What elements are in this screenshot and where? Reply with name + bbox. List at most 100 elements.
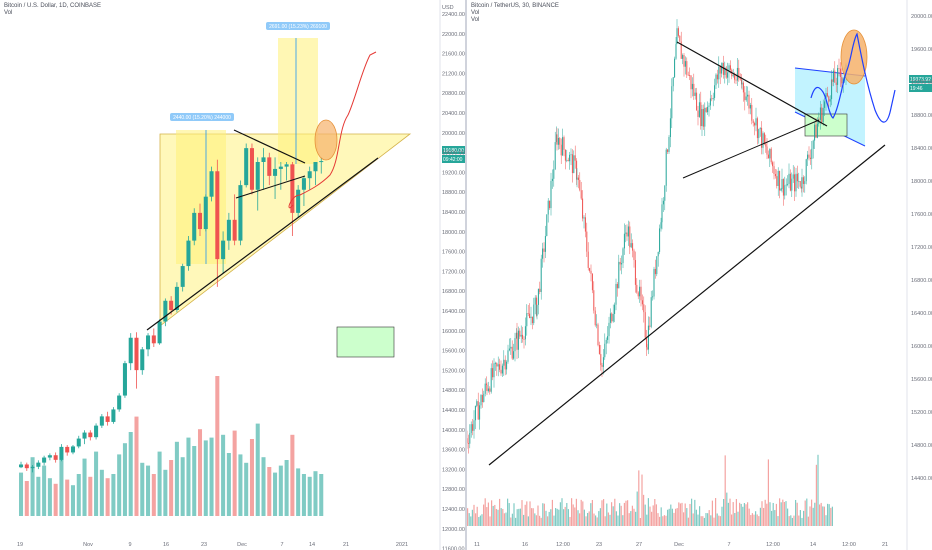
right-volume-bar xyxy=(603,499,605,526)
right-candle-body xyxy=(546,214,548,237)
right-candle-body xyxy=(640,286,642,301)
left-volume-bar xyxy=(249,439,254,516)
left-volume-bar xyxy=(232,430,237,516)
right-candle-body xyxy=(702,108,704,127)
right-volume-bar xyxy=(564,506,566,526)
right-candle-body xyxy=(762,133,764,148)
right-candle-body xyxy=(765,143,767,147)
left-candle-body xyxy=(319,161,324,163)
right-volume-bar xyxy=(630,511,632,526)
right-volume-bar xyxy=(710,515,712,526)
right-volume-bar xyxy=(491,500,493,526)
right-resistance-trendline xyxy=(676,41,828,127)
left-y-tick: 12400.00 xyxy=(442,507,465,513)
right-candle-body xyxy=(560,144,562,156)
left-x-tick: 19 xyxy=(17,542,23,548)
right-candle-body xyxy=(839,68,841,77)
right-candle-body xyxy=(557,137,559,145)
left-candle-body xyxy=(301,178,306,190)
right-volume-bar xyxy=(619,503,621,526)
left-volume-bar xyxy=(134,416,139,516)
left-candle-body xyxy=(94,425,99,438)
right-candle-body xyxy=(792,174,794,179)
right-volume-bar xyxy=(721,506,723,526)
right-inner-trendline xyxy=(682,119,820,179)
right-volume-bar xyxy=(787,508,789,526)
right-candle-body xyxy=(582,198,584,219)
left-candle-body xyxy=(24,464,29,469)
right-volume-bar xyxy=(635,511,637,526)
right-volume-bar xyxy=(763,507,765,526)
left-candle-body xyxy=(146,335,151,350)
left-volume-bar xyxy=(215,376,220,516)
right-candle-body xyxy=(801,177,803,189)
right-volume-bar xyxy=(657,513,659,526)
right-candle-body xyxy=(511,346,513,359)
right-volume-bar xyxy=(617,515,619,526)
right-x-tick: 11 xyxy=(474,542,480,548)
right-volume-bar xyxy=(598,511,600,526)
left-volume-bar xyxy=(169,460,174,516)
right-volume-bar xyxy=(764,499,766,526)
left-candle-body xyxy=(273,168,278,176)
right-candle-body xyxy=(831,79,833,82)
right-volume-bar xyxy=(569,516,571,526)
right-candle-body xyxy=(467,438,468,443)
right-candle-body xyxy=(652,296,654,298)
left-volume-bar xyxy=(105,478,110,516)
right-volume-bar xyxy=(731,514,733,526)
right-candle-body xyxy=(611,313,613,322)
left-time-badge-bg xyxy=(442,155,466,163)
right-candle-body xyxy=(824,101,826,108)
right-candle-body xyxy=(668,137,670,152)
right-volume-bar xyxy=(644,504,646,526)
left-volume-bar xyxy=(117,454,122,516)
right-volume-bar xyxy=(473,504,475,526)
right-volume-bar xyxy=(729,498,731,526)
left-volume-bar xyxy=(244,462,249,516)
right-volume-bar xyxy=(687,517,689,526)
right-volume-bar xyxy=(631,505,633,526)
left-candle-body xyxy=(42,457,47,463)
right-candle-body xyxy=(649,325,651,327)
right-candle-body xyxy=(590,270,592,274)
right-candle-body xyxy=(664,185,666,201)
right-volume-bar xyxy=(726,492,728,526)
right-candle-body xyxy=(646,337,648,348)
left-resistance-trendline xyxy=(233,129,306,164)
left-inner-trendline xyxy=(235,175,306,199)
left-candle-body xyxy=(105,416,110,422)
right-candle-body xyxy=(467,442,469,444)
right-y-tick: 18400.00 xyxy=(911,146,932,152)
right-volume-bar xyxy=(593,513,595,526)
right-candle-body xyxy=(564,149,566,161)
right-y-tick: 18000.00 xyxy=(911,179,932,185)
right-volume-bar xyxy=(735,499,737,526)
right-candle-body xyxy=(543,248,545,252)
left-support-trendline xyxy=(146,157,379,331)
left-candle-body xyxy=(284,164,289,167)
pane-divider[interactable] xyxy=(465,0,467,550)
right-volume-bar xyxy=(795,499,797,526)
right-volume-bar xyxy=(479,515,481,526)
right-candle-body xyxy=(553,169,555,179)
right-volume-bar xyxy=(732,502,734,526)
right-candle-body xyxy=(544,236,546,252)
right-candle-body xyxy=(808,154,810,158)
right-candle-body xyxy=(636,284,638,293)
right-volume-bar xyxy=(612,506,614,526)
right-candle-body xyxy=(811,148,813,160)
right-volume-bar xyxy=(639,517,641,526)
right-candle-body xyxy=(690,75,692,90)
right-volume-bar xyxy=(601,500,603,526)
right-candle-body xyxy=(705,107,707,113)
left-candle-body xyxy=(163,300,168,322)
left-y-tick: 20400.00 xyxy=(442,111,465,117)
right-volume-bar xyxy=(487,502,489,526)
right-candle-body xyxy=(667,149,669,152)
right-volume-bar xyxy=(822,506,824,526)
left-y-tick: 14000.00 xyxy=(442,428,465,434)
right-volume-bar xyxy=(651,511,653,526)
left-candle-body xyxy=(203,196,208,230)
right-candle-body xyxy=(476,401,478,406)
